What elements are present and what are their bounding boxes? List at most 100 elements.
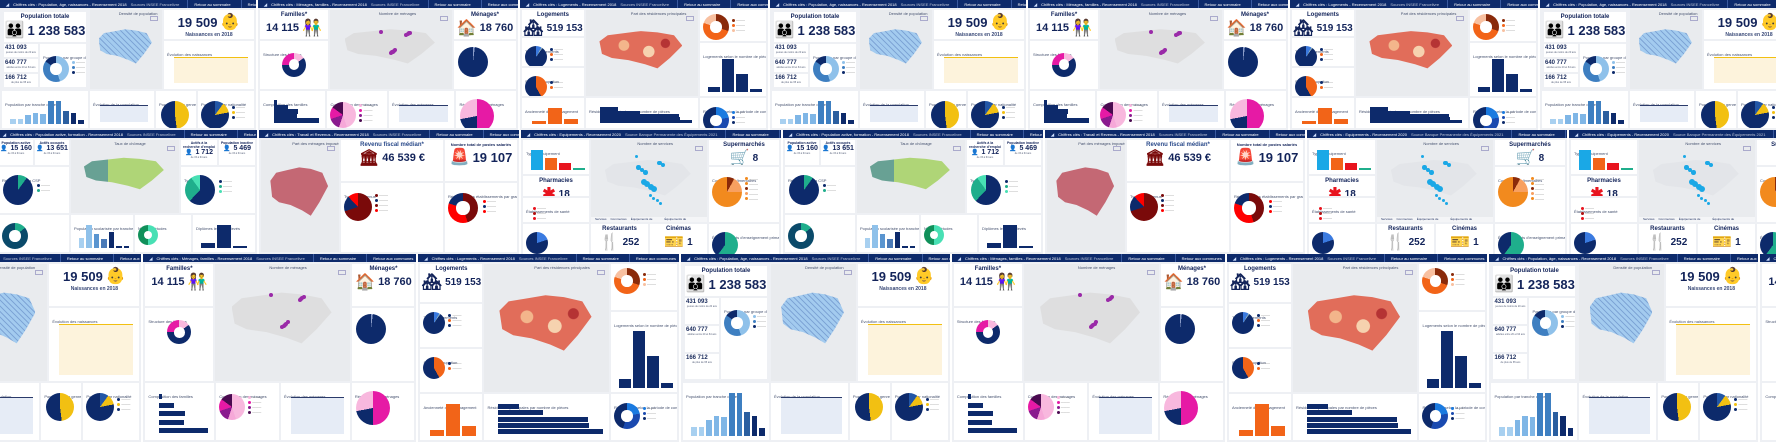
back-to-communes-button[interactable]: Retour aux communes (1022, 130, 1043, 138)
line-chart[interactable] (1714, 56, 1776, 84)
map-marker[interactable] (297, 298, 302, 303)
back-to-summary-button[interactable]: Retour au sommaire (1511, 130, 1560, 138)
bar[interactable] (1238, 429, 1253, 436)
bar[interactable] (1469, 382, 1482, 389)
map-marker[interactable] (1687, 167, 1693, 173)
bar[interactable] (1580, 113, 1586, 124)
zoom-control[interactable] (920, 16, 928, 21)
bar[interactable] (708, 86, 720, 93)
map-marker[interactable] (640, 178, 647, 185)
back-to-summary-button[interactable]: Retour au sommaire (59, 254, 109, 262)
bar[interactable] (1044, 113, 1067, 119)
zoom-control[interactable] (596, 270, 605, 275)
bar[interactable] (1270, 425, 1285, 436)
map-region[interactable] (1369, 31, 1453, 69)
bar[interactable] (63, 111, 69, 124)
map-marker[interactable] (1422, 165, 1427, 170)
bar[interactable] (159, 419, 184, 425)
map-region[interactable] (499, 295, 592, 351)
bar[interactable] (600, 113, 680, 117)
map-marker[interactable] (404, 32, 409, 37)
bar[interactable] (967, 411, 994, 417)
bar[interactable] (10, 118, 16, 124)
bar[interactable] (123, 245, 129, 248)
map-region[interactable] (231, 292, 332, 344)
bar[interactable] (25, 115, 31, 124)
back-to-summary-button[interactable]: Retour au sommaire (1773, 130, 1776, 138)
zoom-control[interactable] (338, 270, 347, 275)
map-tab[interactable]: Services (595, 217, 607, 222)
map-marker[interactable] (1429, 170, 1434, 175)
back-to-summary-button[interactable]: Retour au sommaire (1727, 0, 1776, 8)
bar[interactable] (498, 416, 589, 422)
bar[interactable] (78, 119, 84, 124)
line-chart[interactable] (1676, 324, 1751, 376)
bar[interactable] (1044, 100, 1047, 105)
map-marker[interactable] (1703, 199, 1707, 203)
back-to-summary-button[interactable]: Retour au sommaire (1215, 130, 1264, 138)
zoom-control[interactable] (695, 146, 703, 151)
bar[interactable] (1334, 119, 1348, 124)
map-marker[interactable] (1148, 29, 1153, 34)
bar[interactable] (1044, 104, 1058, 110)
zoom-control[interactable] (1146, 270, 1155, 275)
map-marker[interactable] (280, 325, 285, 330)
bar[interactable] (987, 242, 1001, 248)
bar[interactable] (1306, 422, 1398, 428)
bar[interactable] (1618, 119, 1624, 124)
zoom-control[interactable] (843, 270, 852, 275)
bar[interactable] (93, 233, 100, 248)
map-region[interactable] (1114, 29, 1205, 64)
bar[interactable] (274, 118, 320, 123)
line-chart[interactable] (867, 324, 942, 376)
bar[interactable] (728, 393, 735, 436)
bar[interactable] (498, 429, 603, 435)
bar[interactable] (1492, 58, 1504, 93)
line-chart[interactable] (290, 397, 344, 434)
bar[interactable] (1370, 119, 1462, 124)
bar[interactable] (1560, 415, 1566, 436)
map-marker[interactable] (652, 196, 656, 200)
map-tab[interactable]: Équipements de santé (630, 217, 653, 222)
map-marker[interactable] (643, 170, 648, 175)
bar[interactable] (17, 118, 24, 124)
bar[interactable] (1567, 428, 1574, 436)
map-tab[interactable]: Commerces (610, 217, 627, 222)
map-marker[interactable] (1425, 167, 1431, 173)
bar[interactable] (967, 419, 993, 425)
zoom-control[interactable] (686, 16, 694, 21)
bar[interactable] (1550, 118, 1556, 124)
bar[interactable] (462, 425, 477, 436)
back-to-summary-button[interactable]: Retour au sommaire (312, 254, 362, 262)
bar[interactable] (706, 419, 712, 436)
bar[interactable] (660, 382, 673, 389)
bar[interactable] (1317, 150, 1329, 171)
bar[interactable] (698, 426, 705, 436)
zoom-control[interactable] (1113, 146, 1121, 151)
bar[interactable] (1610, 113, 1617, 124)
back-to-communes-button[interactable]: Retour aux communes (921, 254, 950, 262)
bar[interactable] (32, 113, 39, 124)
back-to-communes-button[interactable]: Retour aux communes (1174, 254, 1225, 262)
bar[interactable] (865, 237, 871, 248)
line-chart[interactable] (59, 324, 134, 376)
bar[interactable] (1306, 429, 1412, 435)
bar[interactable] (1318, 108, 1332, 124)
map-marker[interactable] (1435, 194, 1438, 198)
zoom-control[interactable] (1690, 16, 1698, 21)
bar[interactable] (498, 410, 544, 416)
bar[interactable] (1587, 101, 1594, 124)
map-marker[interactable] (655, 199, 659, 203)
bar[interactable] (274, 104, 288, 110)
bar[interactable] (1441, 331, 1454, 389)
map-marker[interactable] (1700, 196, 1704, 200)
line-chart[interactable] (1099, 397, 1153, 434)
bar[interactable] (902, 246, 908, 248)
bar[interactable] (1506, 73, 1518, 93)
bar[interactable] (86, 224, 92, 248)
bar[interactable] (1306, 403, 1328, 409)
bar[interactable] (159, 402, 175, 408)
bar[interactable] (1370, 116, 1451, 120)
map-region[interactable] (599, 31, 683, 69)
back-to-communes-button[interactable]: Retour aux communes (480, 0, 518, 8)
